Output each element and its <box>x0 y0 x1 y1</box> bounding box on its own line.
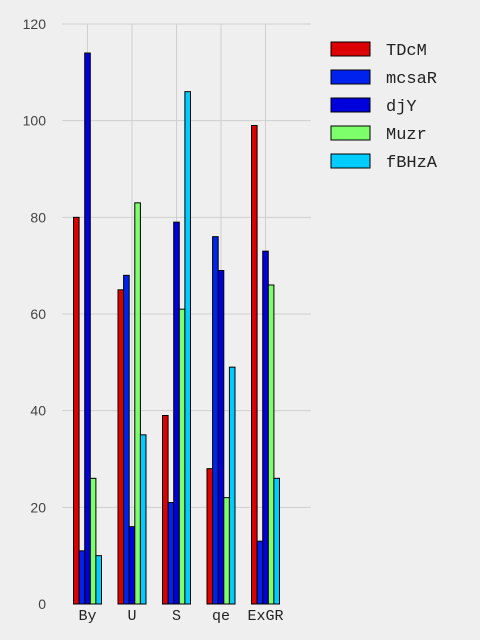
y-tick-label: 60 <box>30 306 46 322</box>
bar-fBHzA-By <box>95 555 103 605</box>
bar-fBHzA-S <box>184 91 191 605</box>
bar-mcsaR-By <box>78 550 86 605</box>
legend-swatch-djY <box>330 97 371 113</box>
y-tick-label: 40 <box>30 403 46 419</box>
bar-fBHzA-U <box>139 434 147 605</box>
bar-mcsaR-qe <box>212 236 219 605</box>
y-tick-label: 20 <box>30 499 46 515</box>
legend-swatch-Muzr <box>330 125 371 141</box>
bar-djY-qe <box>217 270 225 605</box>
bar-TDcM-U <box>117 289 125 605</box>
legend-label-Muzr: Muzr <box>386 126 427 145</box>
bar-mcsaR-S <box>167 502 175 605</box>
bar-Muzr-U <box>134 202 141 605</box>
legend-label-mcsaR: mcsaR <box>386 70 437 89</box>
x-tick-label: U <box>127 608 136 625</box>
x-tick-label: By <box>78 608 96 625</box>
legend-swatch-TDcM <box>330 41 371 57</box>
bar-djY-S <box>173 221 180 605</box>
bar-djY-By <box>84 52 91 605</box>
bar-TDcM-S <box>162 415 169 605</box>
bar-mcsaR-U <box>123 274 130 605</box>
bar-TDcM-ExGR <box>251 125 258 605</box>
legend-swatch-fBHzA <box>330 153 371 169</box>
legend-label-fBHzA: fBHzA <box>386 154 438 173</box>
y-tick-label: 0 <box>38 596 46 612</box>
bar-fBHzA-ExGR <box>273 477 280 605</box>
bar-Muzr-By <box>89 477 97 605</box>
legend-label-djY: djY <box>386 98 417 117</box>
bar-TDcM-By <box>73 216 80 605</box>
bar-Muzr-S <box>178 308 186 605</box>
bar-djY-U <box>128 526 136 605</box>
bar-mcsaR-ExGR <box>256 540 264 605</box>
x-tick-label: qe <box>212 608 230 625</box>
legend-swatch-mcsaR <box>330 69 371 85</box>
bar-djY-ExGR <box>262 250 269 605</box>
legend-label-TDcM: TDcM <box>386 42 427 61</box>
x-tick-label: S <box>172 608 181 625</box>
y-tick-label: 100 <box>23 113 47 129</box>
bar-Muzr-qe <box>223 497 230 605</box>
bar-TDcM-qe <box>206 468 214 605</box>
x-tick-label: ExGR <box>247 608 283 625</box>
bar-Muzr-ExGR <box>267 284 275 605</box>
y-tick-label: 120 <box>23 16 47 32</box>
bar-fBHzA-qe <box>228 366 236 605</box>
y-tick-label: 80 <box>30 209 46 225</box>
